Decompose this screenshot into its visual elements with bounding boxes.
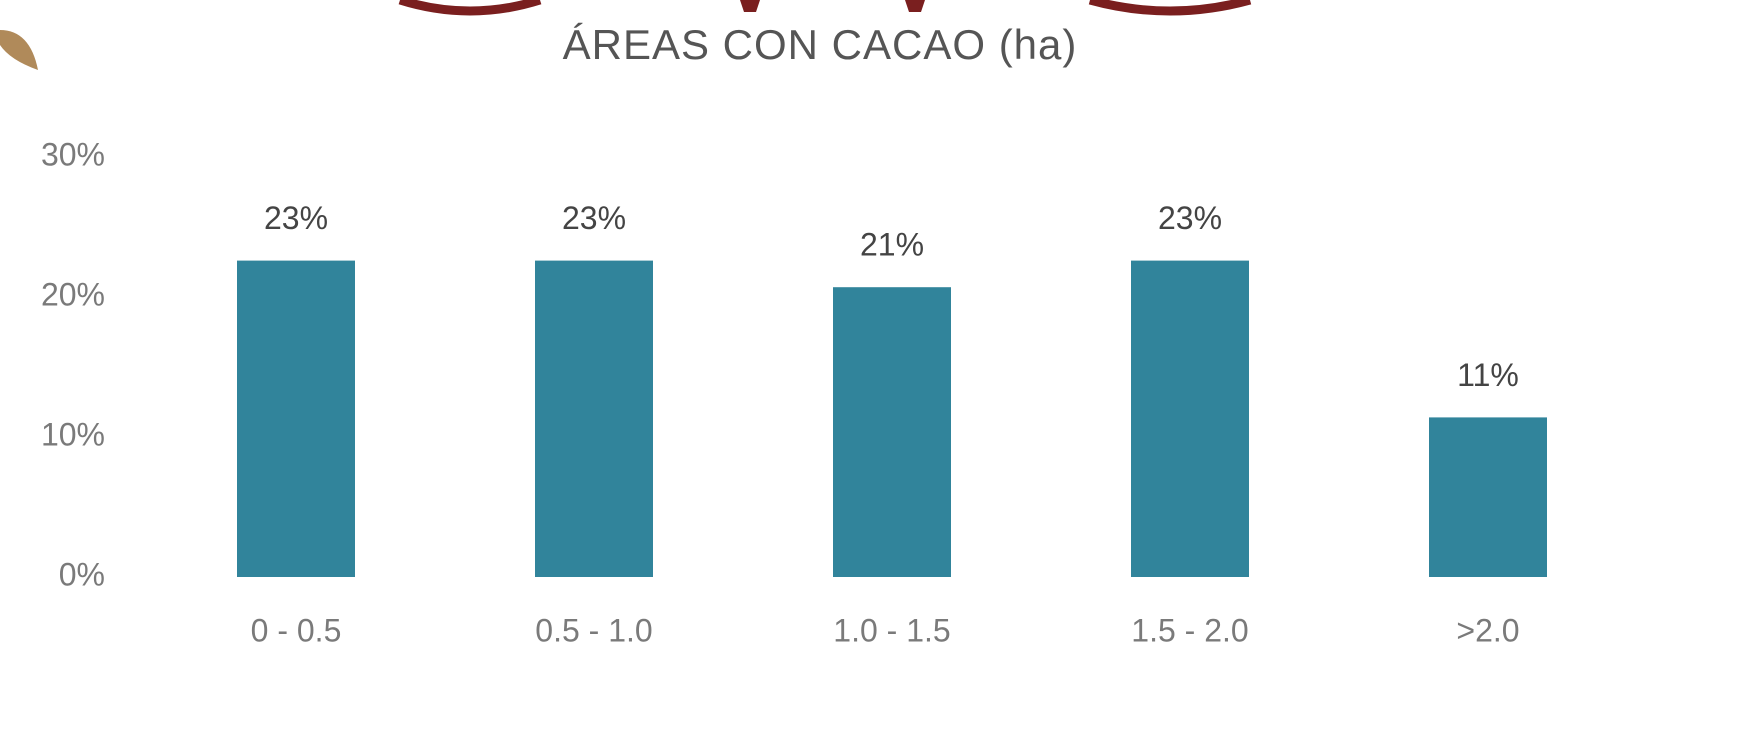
- y-tick-label: 20%: [41, 276, 105, 312]
- chart: ÁREAS CON CACAO (ha) 0% 10% 20% 30% 0 - 0.5 2…: [0, 0, 1752, 729]
- x-tick-label: 1.0 - 1.5: [833, 612, 950, 648]
- y-tick-label: 10%: [41, 416, 105, 452]
- top-ornament: [1090, 0, 1250, 11]
- bar: [833, 287, 951, 577]
- chart-title: ÁREAS CON CACAO (ha): [563, 21, 1078, 68]
- x-tick-label: 0.5 - 1.0: [535, 612, 652, 648]
- data-label: 11%: [1457, 357, 1519, 393]
- data-label: 21%: [860, 227, 924, 263]
- data-label: 23%: [1158, 200, 1222, 236]
- y-tick-label: 0%: [59, 556, 105, 592]
- bar: [237, 261, 355, 577]
- top-ornament: [400, 0, 540, 11]
- data-label: 23%: [562, 200, 626, 236]
- data-label: 23%: [264, 200, 328, 236]
- bar: [1131, 261, 1249, 577]
- x-tick-label: >2.0: [1456, 612, 1519, 648]
- leaf-ornament: [0, 30, 38, 70]
- page: ÁREAS CON CACAO (ha) 0% 10% 20% 30% 0 - 0.5 2…: [0, 0, 1752, 729]
- bar: [535, 261, 653, 577]
- bar: [1429, 417, 1547, 577]
- x-tick-label: 0 - 0.5: [251, 612, 342, 648]
- x-tick-label: 1.5 - 2.0: [1131, 612, 1248, 648]
- top-ornament: [740, 0, 925, 12]
- y-tick-label: 30%: [41, 136, 105, 172]
